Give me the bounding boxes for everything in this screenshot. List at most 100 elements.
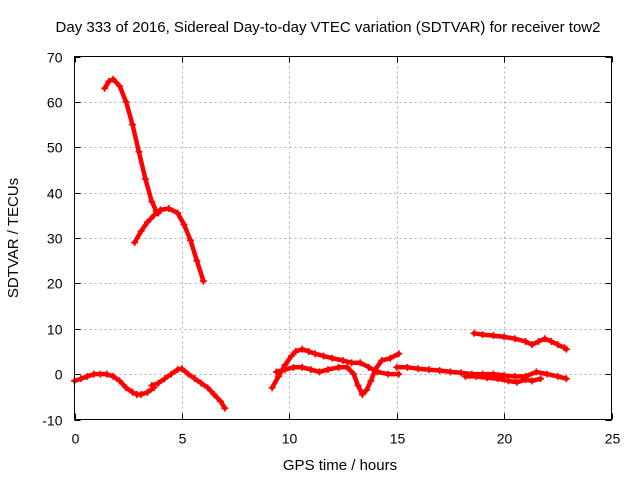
series-arc-high-1 bbox=[101, 75, 162, 217]
series-arc-high-2 bbox=[131, 205, 207, 285]
data-point bbox=[148, 198, 156, 206]
data-point bbox=[479, 331, 487, 339]
data-point bbox=[403, 363, 411, 371]
data-point bbox=[281, 366, 289, 374]
data-point bbox=[197, 379, 205, 387]
data-point bbox=[384, 370, 392, 378]
data-point bbox=[522, 337, 530, 345]
data-point bbox=[363, 386, 371, 394]
data-point bbox=[128, 121, 136, 129]
series-arc-7 bbox=[470, 329, 570, 353]
data-point bbox=[137, 227, 145, 235]
data-point bbox=[562, 345, 570, 353]
data-point bbox=[522, 376, 530, 384]
data-point bbox=[343, 363, 351, 371]
data-point bbox=[461, 372, 469, 380]
data-point bbox=[90, 370, 98, 378]
data-point bbox=[174, 366, 182, 374]
data-point bbox=[144, 388, 152, 396]
data-point bbox=[141, 175, 149, 183]
data-point bbox=[131, 239, 139, 247]
data-point bbox=[537, 375, 545, 383]
x-tick-label: 25 bbox=[605, 431, 621, 447]
data-point bbox=[504, 377, 512, 385]
x-axis-label: GPS time / hours bbox=[283, 457, 397, 474]
data-point bbox=[272, 368, 280, 376]
data-point bbox=[122, 384, 130, 392]
data-point bbox=[178, 365, 186, 373]
data-point bbox=[554, 341, 562, 349]
x-tick-label: 5 bbox=[179, 431, 187, 447]
data-point bbox=[217, 397, 225, 405]
x-tick-labels: 0 5 10 15 20 25 bbox=[72, 431, 621, 447]
data-point bbox=[367, 377, 375, 385]
data-point bbox=[122, 98, 130, 106]
data-point bbox=[161, 375, 169, 383]
data-point bbox=[109, 372, 117, 380]
data-point bbox=[534, 337, 542, 345]
data-point bbox=[543, 370, 551, 378]
x-tick-label: 0 bbox=[72, 431, 80, 447]
data-point bbox=[135, 148, 143, 156]
data-point bbox=[386, 354, 394, 362]
data-point bbox=[483, 374, 491, 382]
data-point bbox=[298, 363, 306, 371]
series-arc-3 bbox=[268, 345, 403, 392]
data-point bbox=[154, 379, 162, 387]
series-arc-6 bbox=[461, 372, 545, 386]
y-tick-label: 50 bbox=[47, 140, 63, 156]
y-tick-label: 0 bbox=[55, 367, 63, 383]
data-point bbox=[311, 350, 319, 358]
data-point bbox=[156, 206, 164, 214]
data-series bbox=[71, 75, 570, 412]
data-point bbox=[393, 363, 401, 371]
y-tick-label: -10 bbox=[42, 413, 62, 429]
data-point bbox=[77, 375, 85, 383]
x-tick-label: 10 bbox=[282, 431, 298, 447]
data-point bbox=[191, 375, 199, 383]
data-point bbox=[292, 347, 300, 355]
data-point bbox=[562, 375, 570, 383]
data-point bbox=[180, 220, 188, 228]
data-point bbox=[103, 370, 111, 378]
data-point bbox=[101, 84, 109, 92]
data-point bbox=[167, 370, 175, 378]
data-point bbox=[148, 381, 156, 389]
data-point bbox=[305, 347, 313, 355]
data-point bbox=[414, 365, 422, 373]
data-point bbox=[446, 368, 454, 376]
data-point bbox=[298, 345, 306, 353]
data-point bbox=[150, 211, 158, 219]
data-point bbox=[193, 257, 201, 265]
data-point bbox=[365, 363, 373, 371]
data-point bbox=[425, 366, 433, 374]
data-point bbox=[395, 370, 403, 378]
data-point bbox=[105, 77, 113, 85]
y-axis-label: SDTVAR / TECUs bbox=[5, 178, 22, 298]
y-tick-label: 70 bbox=[47, 50, 63, 66]
data-point bbox=[348, 359, 356, 367]
data-point bbox=[290, 363, 298, 371]
y-tick-labels: -10 0 10 20 30 40 50 60 70 bbox=[42, 50, 62, 429]
data-point bbox=[350, 370, 358, 378]
x-tick-label: 15 bbox=[390, 431, 406, 447]
data-point bbox=[511, 372, 519, 380]
y-tick-label: 10 bbox=[47, 322, 63, 338]
data-point bbox=[275, 372, 283, 380]
data-point bbox=[472, 372, 480, 380]
data-point bbox=[109, 75, 117, 83]
axis-ticks bbox=[74, 56, 613, 421]
data-point bbox=[356, 359, 364, 367]
data-point bbox=[174, 209, 182, 217]
data-point bbox=[221, 404, 229, 412]
data-point bbox=[116, 82, 124, 90]
data-point bbox=[268, 384, 276, 392]
y-tick-label: 60 bbox=[47, 95, 63, 111]
data-point bbox=[511, 335, 519, 343]
data-point bbox=[186, 236, 194, 244]
data-point bbox=[528, 377, 536, 385]
data-point bbox=[315, 368, 323, 376]
chart-title: Day 333 of 2016, Sidereal Day-to-day VTE… bbox=[56, 19, 601, 36]
data-point bbox=[395, 350, 403, 358]
data-point bbox=[489, 332, 497, 340]
